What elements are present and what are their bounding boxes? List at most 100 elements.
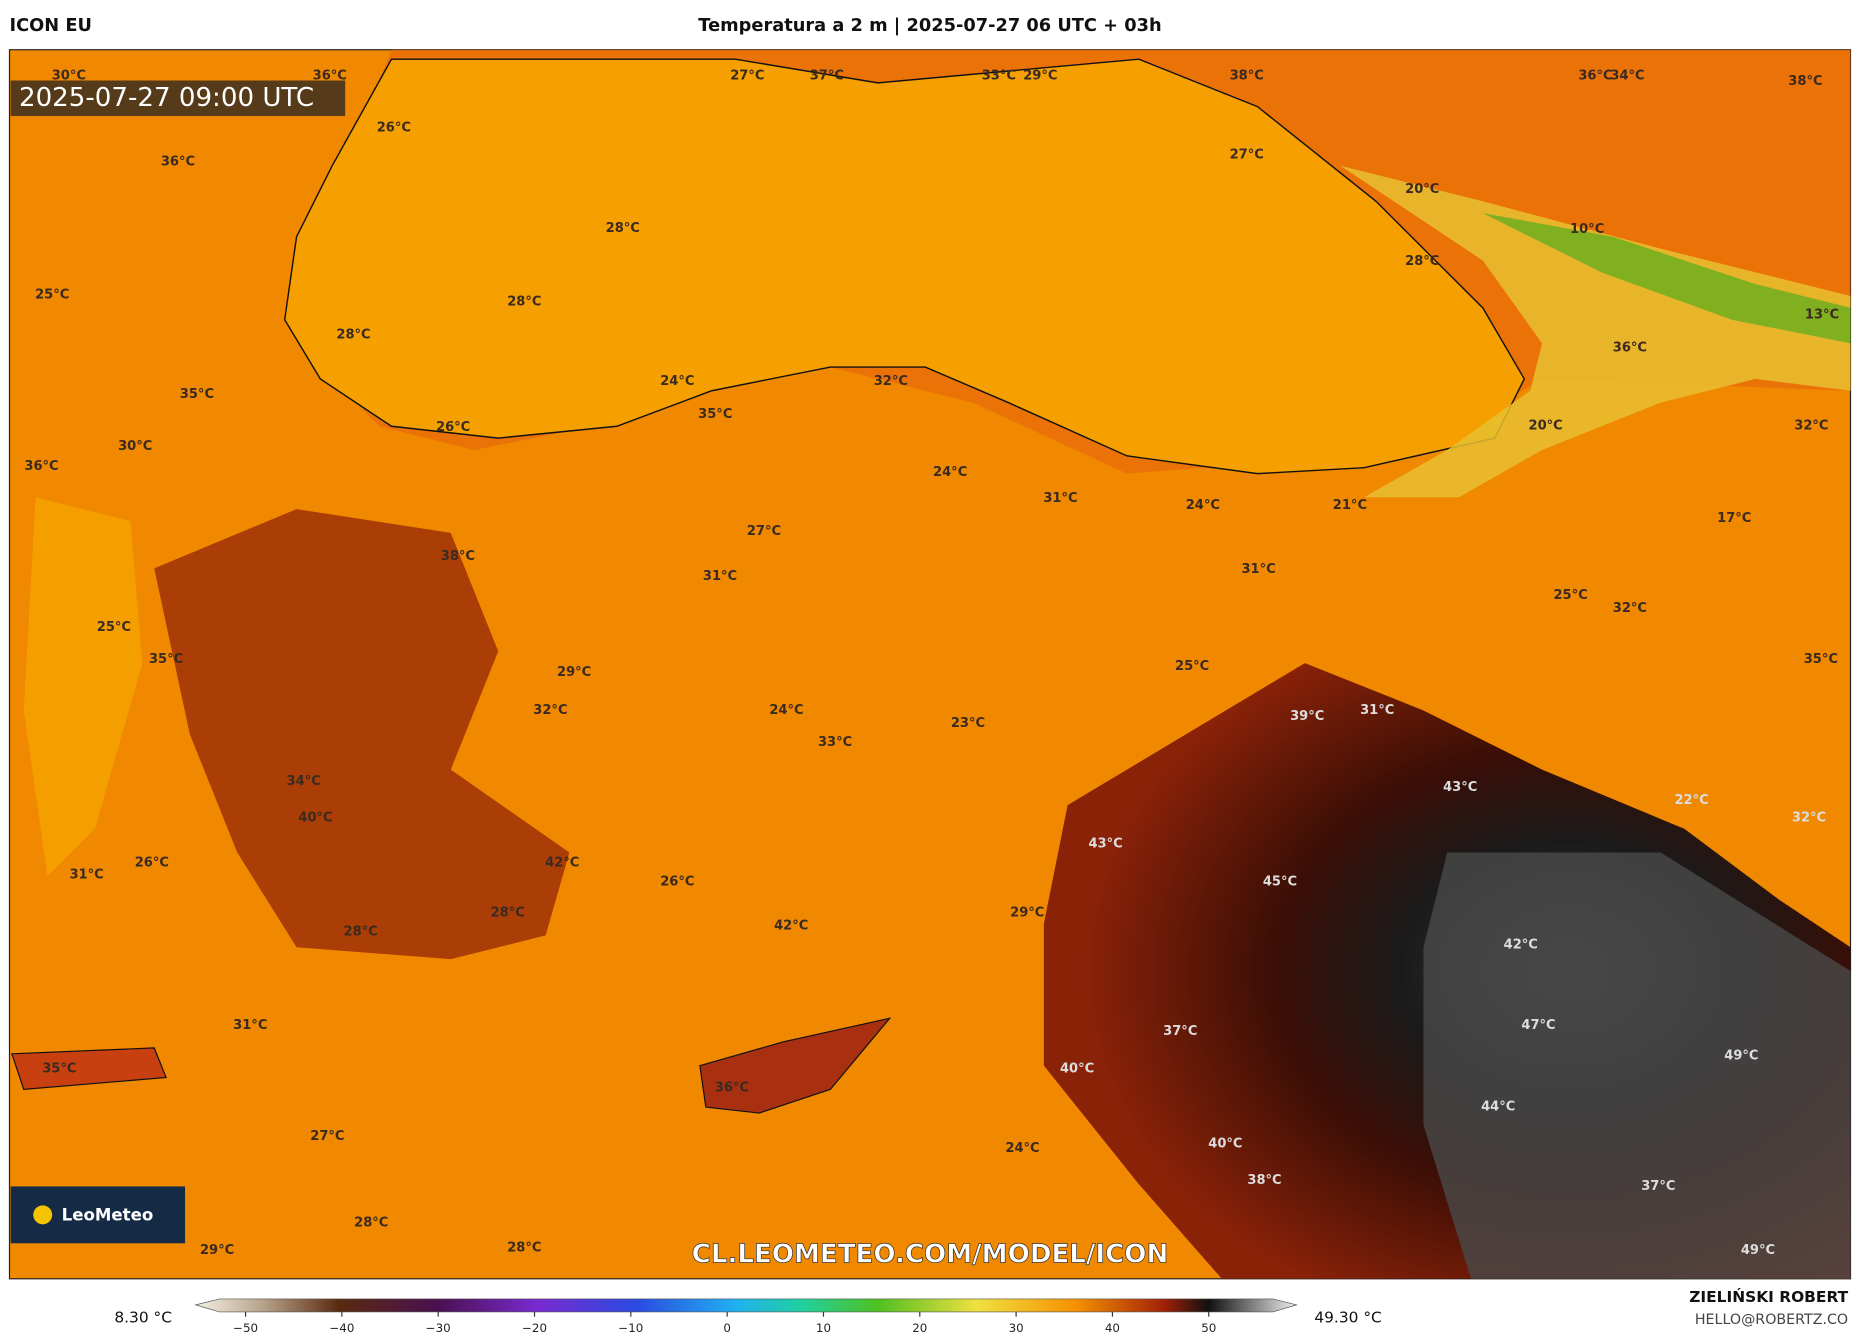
aegean-sea <box>23 497 143 877</box>
watermark: CL.LEOMETEO.COM/MODEL/ICON <box>692 1240 1169 1270</box>
logo-sun <box>33 1205 53 1225</box>
colorbar-min: 8.30 °C <box>114 1308 172 1326</box>
temperature-label: 38°C <box>441 549 475 564</box>
temperature-label: 33°C <box>818 735 852 750</box>
temperature-label: 31°C <box>69 868 103 883</box>
temperature-label: 32°C <box>533 703 567 718</box>
temperature-label: 32°C <box>1613 601 1647 616</box>
temperature-label: 38°C <box>1247 1173 1281 1188</box>
temperature-label: 29°C <box>1023 68 1057 83</box>
temperature-label: 33°C <box>982 68 1016 83</box>
colorbar: 8.30 °C −50 −40 −30 −20 −10 0 10 20 30 40 50 49.30… <box>114 1298 1382 1335</box>
temperature-label: 36°C <box>313 68 347 83</box>
temperature-label: 24°C <box>1005 1141 1039 1156</box>
colorbar-tick-label: −30 <box>426 1321 451 1335</box>
colorbar-tick-label: −50 <box>233 1321 258 1335</box>
temperature-label: 36°C <box>715 1081 749 1096</box>
temperature-label: 27°C <box>730 68 764 83</box>
temperature-labels: 30°C 36°C 27°C 37°C 33°C 29°C 38°C 36°C34°C 38°C… <box>24 68 1839 1258</box>
colorbar-gradient <box>194 1298 1298 1313</box>
temperature-label: 34°C <box>1610 68 1644 83</box>
temperature-label: 25°C <box>35 287 69 302</box>
temperature-label: 42°C <box>1504 937 1538 952</box>
temperature-label: 28°C <box>336 328 370 343</box>
model-name: ICON EU <box>9 16 91 36</box>
temperature-label: 20°C <box>1405 182 1439 197</box>
crete <box>11 1047 167 1090</box>
temperature-label: 36°C <box>161 155 195 170</box>
temperature-label: 24°C <box>660 374 694 389</box>
temperature-label: 24°C <box>769 703 803 718</box>
temperature-label: 28°C <box>344 924 378 939</box>
temperature-label: 28°C <box>1405 254 1439 269</box>
cyprus <box>699 1017 892 1114</box>
temperature-label: 21°C <box>1333 498 1367 513</box>
temperature-label: 28°C <box>507 1241 541 1256</box>
black-sea <box>283 58 1526 475</box>
temperature-label: 31°C <box>1043 491 1077 506</box>
temperature-label: 43°C <box>1443 780 1477 795</box>
temperature-label: 29°C <box>1010 905 1044 920</box>
colorbar-tick-label: 20 <box>912 1321 927 1335</box>
temperature-label: 40°C <box>298 811 332 826</box>
caucasus-green <box>1482 213 1851 344</box>
colorbar-tick-label: 0 <box>723 1321 731 1335</box>
temperature-label: 26°C <box>436 420 470 435</box>
temperature-label: 36°C <box>1578 68 1612 83</box>
colorbar-tick-label: 10 <box>816 1321 831 1335</box>
temperature-label: 28°C <box>491 905 525 920</box>
temperature-label: 25°C <box>97 620 131 635</box>
temperature-label: 26°C <box>135 856 169 871</box>
temperature-label: 31°C <box>1241 562 1275 577</box>
temperature-label: 13°C <box>1805 307 1839 322</box>
temperature-label: 34°C <box>287 774 321 789</box>
timestamp: 2025-07-27 09:00 UTC <box>19 83 314 113</box>
temperature-label: 35°C <box>698 407 732 422</box>
colorbar-tick-label: −20 <box>522 1321 547 1335</box>
temperature-label: 35°C <box>1804 652 1838 667</box>
temperature-label: 37°C <box>1641 1179 1675 1194</box>
temperature-label: 28°C <box>354 1216 388 1231</box>
temperature-label: 27°C <box>1230 148 1264 163</box>
colorbar-tick-label: −10 <box>618 1321 643 1335</box>
temperature-label: 31°C <box>703 569 737 584</box>
temperature-label: 37°C <box>1163 1024 1197 1039</box>
temperature-label: 28°C <box>606 221 640 236</box>
temperature-label: 35°C <box>42 1062 76 1077</box>
temperature-label: 30°C <box>118 439 152 454</box>
temperature-label: 42°C <box>774 918 808 933</box>
temperature-label: 29°C <box>200 1243 234 1258</box>
temperature-label: 40°C <box>1208 1136 1242 1151</box>
temperature-label: 45°C <box>1263 875 1297 890</box>
temperature-label: 10°C <box>1570 222 1604 237</box>
temperature-label: 20°C <box>1529 419 1563 434</box>
logo-text: LeoMeteo <box>62 1206 154 1225</box>
colorbar-tick-label: −40 <box>329 1321 354 1335</box>
email: HELLO@ROBERTZ.CO <box>1695 1312 1848 1328</box>
temperature-label: 31°C <box>1360 703 1394 718</box>
map: 2025-07-27 09:00 UTC 30°C 36°C 27°C 37°C 33°… <box>8 49 1852 1280</box>
temperature-label: 37°C <box>810 68 844 83</box>
temperature-label: 38°C <box>1788 74 1822 89</box>
temperature-label: 43°C <box>1088 837 1122 852</box>
caucasus-band <box>1340 165 1851 498</box>
temperature-label: 35°C <box>149 652 183 667</box>
temperature-label: 36°C <box>1613 341 1647 356</box>
colorbar-tick-label: 30 <box>1009 1321 1024 1335</box>
temperature-label: 42°C <box>545 856 579 871</box>
temperature-label: 47°C <box>1521 1018 1555 1033</box>
temperature-label: 25°C <box>1553 588 1587 603</box>
temperature-label: 29°C <box>557 665 591 680</box>
temperature-label: 38°C <box>1230 68 1264 83</box>
temperature-label: 22°C <box>1674 793 1708 808</box>
temperature-label: 32°C <box>874 374 908 389</box>
timestamp-box <box>10 80 346 117</box>
temperature-label: 35°C <box>180 387 214 402</box>
temperature-label: 31°C <box>233 1018 267 1033</box>
temperature-label: 32°C <box>1794 419 1828 434</box>
temperature-label: 40°C <box>1060 1062 1094 1077</box>
temperature-label: 44°C <box>1481 1100 1515 1115</box>
temperature-label: 36°C <box>24 459 58 474</box>
temperature-label: 49°C <box>1724 1049 1758 1064</box>
